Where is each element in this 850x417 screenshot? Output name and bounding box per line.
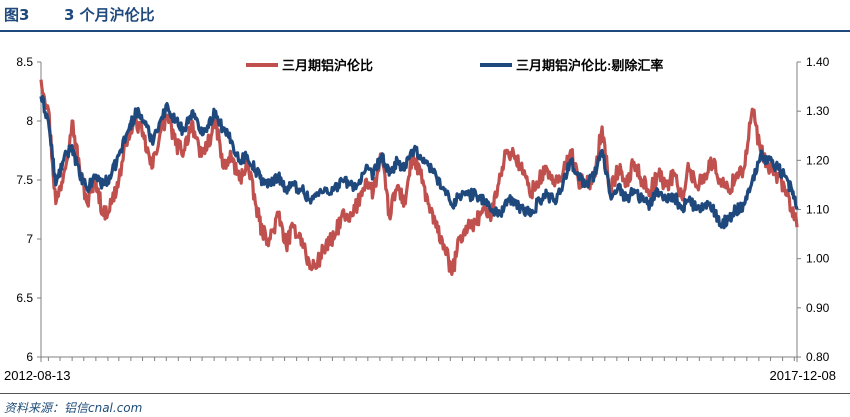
footer-rule [0, 393, 850, 394]
y-left-tick-label: 8 [26, 114, 33, 128]
source-note: 资料来源：铝信cnal.com [4, 401, 143, 415]
y-left-tick-label: 7.5 [16, 173, 33, 187]
y-right-tick-label: 1.20 [806, 153, 830, 167]
chart-axes: 6 6.5 7 7.5 8 8.5 0.80 0.90 1.00 1.10 1.20 1.30 1.40… [4, 55, 836, 383]
y-right-tick-label: 1.10 [806, 203, 830, 217]
series-line-2 [39, 94, 799, 230]
y-right-tick-label: 1.30 [806, 104, 830, 118]
chart-legend: 三月期铝沪伦比 三月期铝沪伦比:剔除汇率 [246, 58, 663, 73]
y-left-tick-label: 6 [26, 350, 33, 364]
x-tick-label-start: 2012-08-13 [4, 368, 71, 383]
y-left-tick-label: 8.5 [16, 55, 33, 69]
y-left-tick-label: 7 [26, 232, 33, 246]
figure-label: 图3 [4, 6, 30, 24]
y-right-tick-label: 0.90 [806, 301, 830, 315]
legend-label-1: 三月期铝沪伦比 [282, 58, 373, 73]
figure-title: 3 个月沪伦比 [64, 6, 155, 24]
y-left-tick-label: 6.5 [16, 291, 33, 305]
series-line-1 [39, 79, 799, 276]
header-rule [0, 30, 850, 32]
y-right-tick-label: 1.00 [806, 252, 830, 266]
y-right-tick-label: 0.80 [806, 350, 830, 364]
y-right-tick-label: 1.40 [806, 55, 830, 69]
legend-label-2: 三月期铝沪伦比:剔除汇率 [516, 58, 663, 73]
chart-series [39, 79, 799, 276]
figure-header: 图3 3 个月沪伦比 [0, 0, 850, 30]
x-tick-label-end: 2017-12-08 [770, 368, 837, 383]
chart: 6 6.5 7 7.5 8 8.5 0.80 0.90 1.00 1.10 1.20 1.30 1.40… [4, 55, 836, 383]
